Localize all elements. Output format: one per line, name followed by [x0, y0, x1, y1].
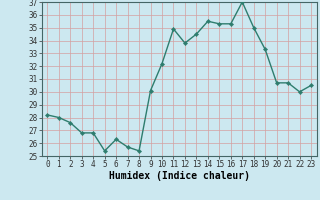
X-axis label: Humidex (Indice chaleur): Humidex (Indice chaleur) — [109, 171, 250, 181]
